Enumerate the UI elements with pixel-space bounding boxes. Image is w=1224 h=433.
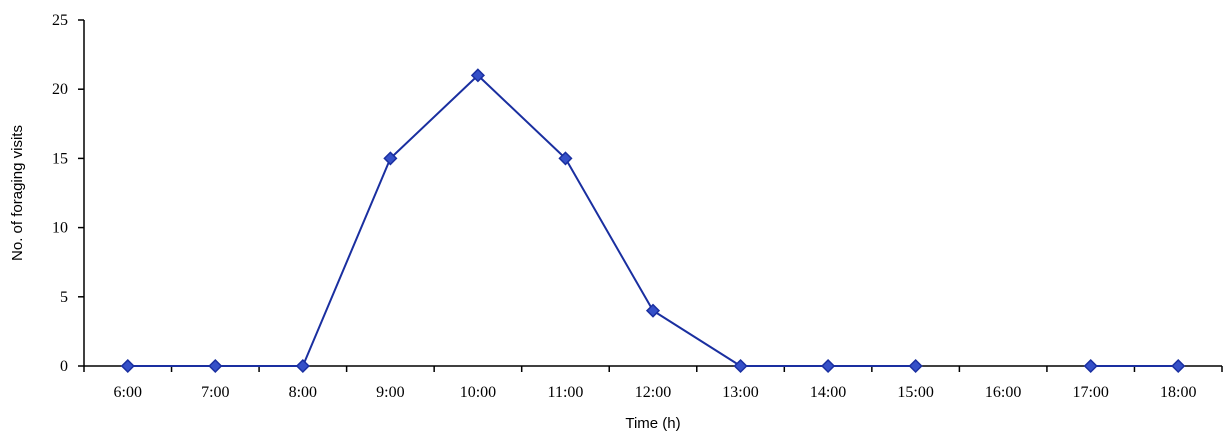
y-tick-label: 5 xyxy=(60,289,68,306)
y-tick-label: 20 xyxy=(52,81,68,98)
x-axis-title: Time (h) xyxy=(625,415,680,432)
x-ticks: 6:00 7:00 8:00 9:00 10:00 11:00 12:00 13:00 14:0… xyxy=(83,366,1223,401)
data-point xyxy=(383,151,398,166)
data-point xyxy=(470,68,485,83)
x-tick-label: 14:00 xyxy=(810,384,846,401)
x-tick-label: 18:00 xyxy=(1160,384,1196,401)
x-tick-label: 9:00 xyxy=(376,384,404,401)
x-tick-label: 16:00 xyxy=(985,384,1021,401)
x-tick-label: 10:00 xyxy=(460,384,496,401)
y-ticks: 0 5 10 15 20 25 xyxy=(52,12,84,375)
y-tick-label: 10 xyxy=(52,220,68,237)
y-tick-label: 15 xyxy=(52,150,68,167)
y-tick-label: 0 xyxy=(60,358,68,375)
data-point xyxy=(821,358,836,374)
x-tick-label: 13:00 xyxy=(722,384,758,401)
data-point xyxy=(733,358,748,374)
data-point xyxy=(1171,358,1186,374)
data-point xyxy=(1083,358,1098,374)
data-point xyxy=(295,358,310,374)
data-point xyxy=(120,358,135,374)
y-axis-title: No. of foraging visits xyxy=(9,125,26,261)
x-tick-label: 8:00 xyxy=(289,384,317,401)
series-layer xyxy=(120,68,1186,374)
x-tick-label: 11:00 xyxy=(548,384,584,401)
data-point xyxy=(645,303,661,318)
series-line xyxy=(127,74,916,367)
x-tick-label: 12:00 xyxy=(635,384,671,401)
data-point xyxy=(208,358,223,374)
y-tick-label: 25 xyxy=(52,12,68,29)
data-point xyxy=(558,151,573,166)
x-tick-label: 6:00 xyxy=(114,384,142,401)
x-tick-label: 7:00 xyxy=(201,384,229,401)
data-point xyxy=(908,358,923,374)
x-tick-label: 15:00 xyxy=(897,384,933,401)
x-tick-label: 17:00 xyxy=(1072,384,1108,401)
